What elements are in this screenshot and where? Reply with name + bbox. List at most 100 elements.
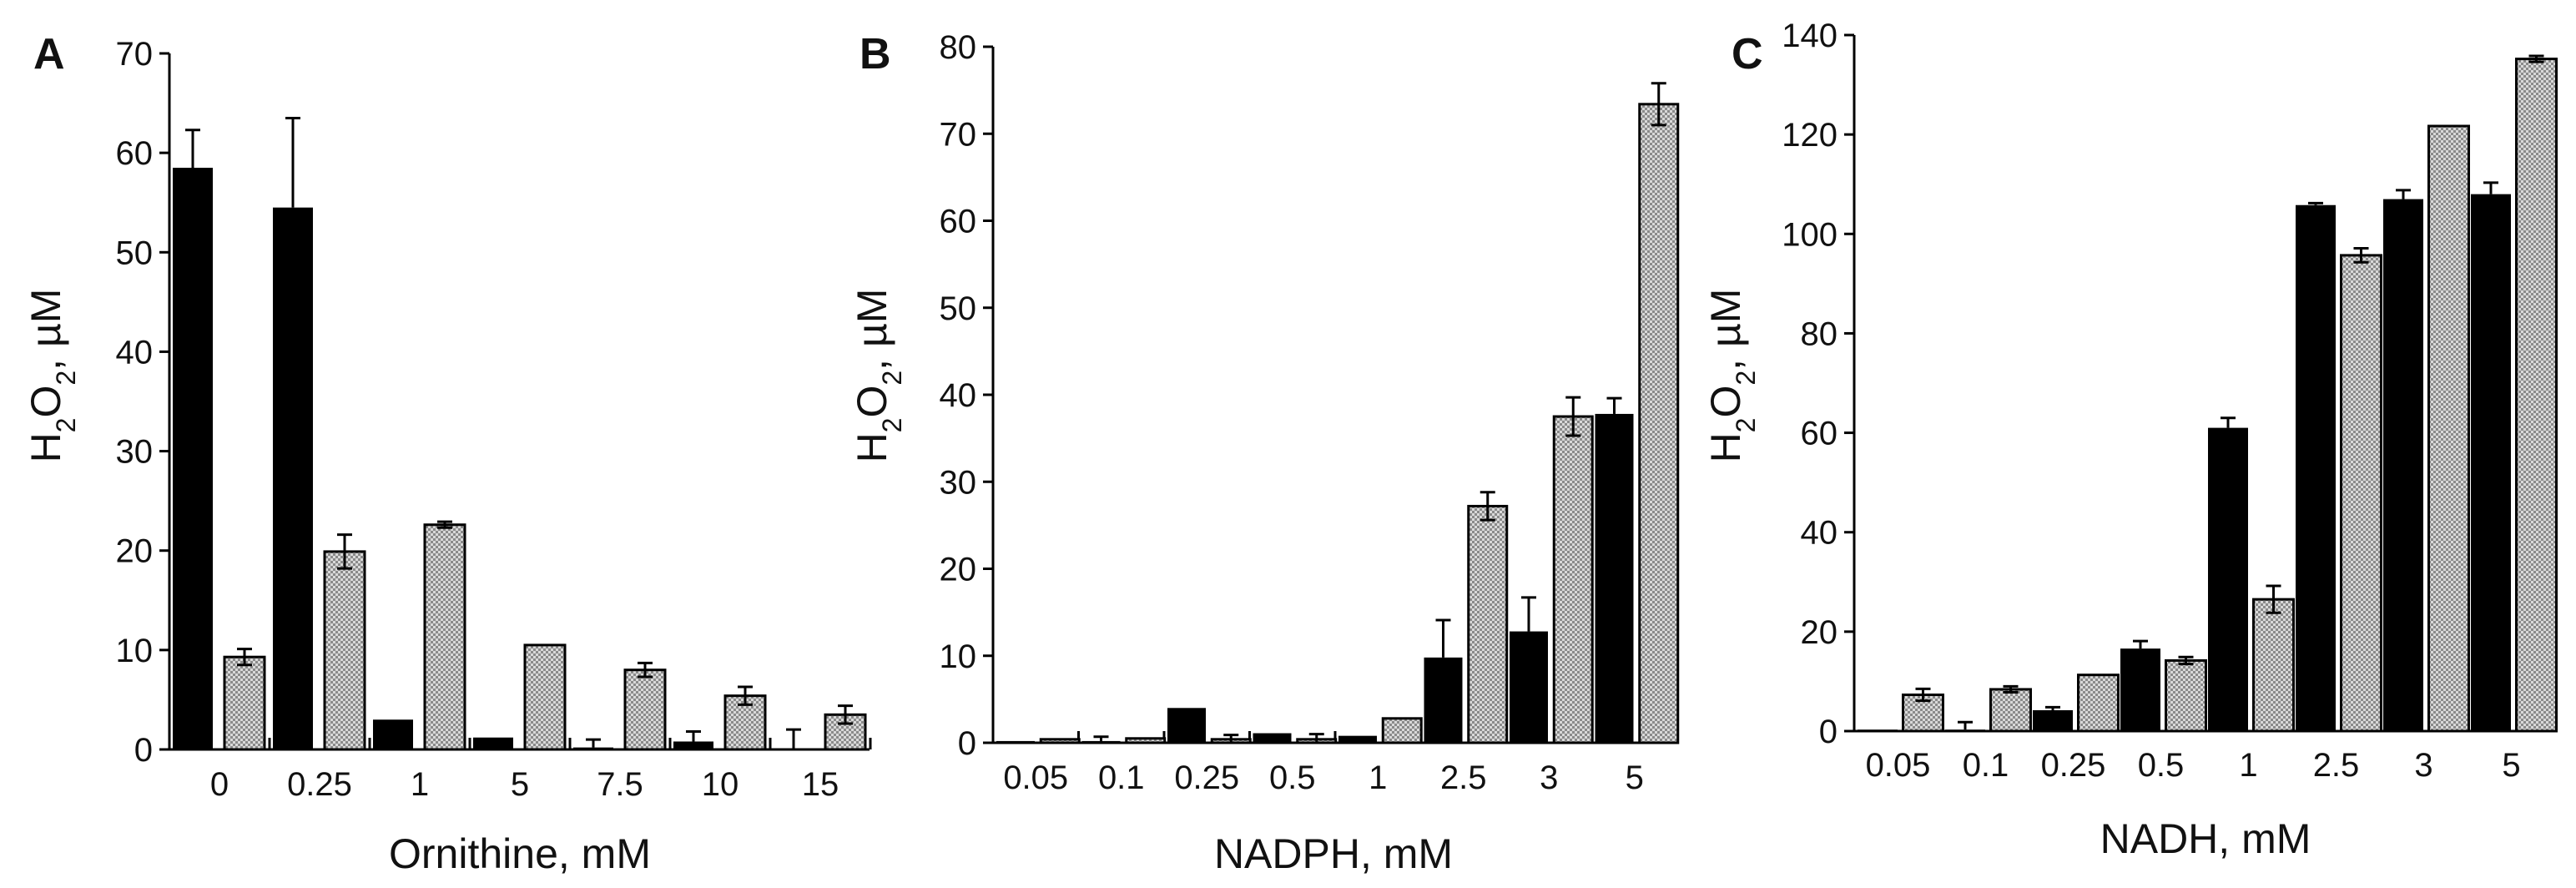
x-tick-label: 15 bbox=[802, 766, 839, 803]
x-tick-label: 0.05 bbox=[1003, 759, 1068, 796]
panel-letter-c: C bbox=[1732, 30, 1763, 78]
bar-hatched bbox=[2252, 598, 2295, 733]
x-tick-label: 0.25 bbox=[287, 766, 352, 803]
bar-solid bbox=[2296, 204, 2336, 732]
bar-hatched bbox=[1467, 504, 1509, 744]
x-tick-label: 5 bbox=[511, 766, 529, 803]
y-tick-label: 20 bbox=[1801, 614, 1838, 651]
bar-solid bbox=[2208, 427, 2248, 731]
y-tick-label: 30 bbox=[116, 434, 154, 471]
x-axis-title-b: NADPH, mM bbox=[1214, 830, 1453, 877]
x-tick-label: 1 bbox=[2239, 747, 2257, 784]
bar-solid bbox=[2033, 709, 2073, 731]
y-tick-label: 140 bbox=[1782, 18, 1837, 54]
y-tick-label: 40 bbox=[1801, 515, 1838, 552]
y-tick-label: 40 bbox=[116, 334, 154, 371]
bar-solid bbox=[1424, 657, 1463, 743]
y-tick-label: 20 bbox=[116, 533, 154, 570]
y-tick-label: 100 bbox=[1782, 216, 1837, 253]
y-tick-label: 60 bbox=[940, 204, 977, 240]
y-tick-label: 20 bbox=[940, 552, 977, 588]
y-tick-label: 80 bbox=[940, 29, 977, 66]
bar-hatched bbox=[623, 669, 667, 751]
x-tick-label: 5 bbox=[1626, 759, 1644, 796]
y-axis-title-a: H2O2, µM bbox=[23, 289, 81, 463]
y-axis-title-b: H2O2, µM bbox=[849, 289, 907, 463]
bar-solid bbox=[1510, 631, 1548, 743]
x-tick-label: 0.25 bbox=[1174, 759, 1239, 796]
bar-hatched bbox=[1638, 103, 1680, 744]
panel-c: C H2O2, µM NADH, mM 0 20 40 60 80 100 120 140 0.… bbox=[1702, 18, 2558, 862]
x-tick-label: 1 bbox=[411, 766, 429, 803]
bar-hatched bbox=[1125, 737, 1167, 744]
x-tick-label: 1 bbox=[1369, 759, 1387, 796]
bar-solid bbox=[173, 168, 213, 749]
bar-solid bbox=[2471, 194, 2511, 732]
bar-solid bbox=[996, 740, 1035, 743]
panel-b: B H2O2, µM NADPH, mM 0 10 20 30 40 50 60 70 80 0.… bbox=[849, 29, 1680, 877]
bar-hatched bbox=[1039, 738, 1081, 744]
y-tick-label: 0 bbox=[1819, 714, 1837, 750]
x-tick-label: 0.5 bbox=[2138, 747, 2185, 784]
bar-solid bbox=[1167, 708, 1206, 743]
bar-hatched bbox=[2427, 124, 2470, 733]
svg-text:H2O2, µM: H2O2, µM bbox=[849, 289, 907, 463]
y-tick-label: 120 bbox=[1782, 117, 1837, 154]
bar-solid bbox=[2383, 199, 2423, 732]
y-tick-label: 0 bbox=[134, 732, 153, 769]
x-tick-label: 2.5 bbox=[1440, 759, 1487, 796]
bar-solid bbox=[573, 747, 613, 749]
bar-hatched bbox=[1381, 717, 1423, 744]
x-tick-label: 3 bbox=[1540, 759, 1558, 796]
bar-hatched bbox=[523, 643, 567, 751]
x-tick-label: 0.05 bbox=[1866, 747, 1931, 784]
bar-solid bbox=[1945, 729, 1985, 731]
x-tick-label: 0.25 bbox=[2041, 747, 2106, 784]
y-tick-label: 80 bbox=[1801, 315, 1838, 352]
bar-hatched bbox=[2515, 58, 2558, 733]
bar-hatched bbox=[223, 655, 266, 751]
plot-area-b: 0 10 20 30 40 50 60 70 80 0.05 0.1 0.25 0.5 1 2.5 3 5 bbox=[940, 29, 1680, 796]
x-tick-label: 5 bbox=[2502, 747, 2520, 784]
panel-letter-a: A bbox=[33, 30, 65, 78]
y-axis-title-c: H2O2, µM bbox=[1702, 289, 1761, 463]
y-tick-label: 50 bbox=[940, 290, 977, 327]
y-tick-label: 50 bbox=[116, 235, 154, 271]
y-tick-label: 60 bbox=[116, 135, 154, 172]
svg-text:H2O2, µM: H2O2, µM bbox=[23, 289, 81, 463]
x-axis-title-c: NADH, mM bbox=[2100, 815, 2311, 862]
bar-solid bbox=[1081, 740, 1121, 743]
y-tick-label: 40 bbox=[940, 377, 977, 414]
x-tick-label: 10 bbox=[702, 766, 739, 803]
plot-area-c: 0 20 40 60 80 100 120 140 0.05 0.1 0.25 0.5 1 2.5 3 5 bbox=[1782, 18, 2558, 784]
y-tick-label: 0 bbox=[958, 725, 976, 762]
bar-solid bbox=[1595, 413, 1634, 743]
bar-solid bbox=[1253, 733, 1292, 743]
bar-hatched bbox=[2077, 674, 2120, 733]
bar-solid bbox=[1338, 735, 1377, 743]
bar-hatched bbox=[423, 523, 466, 751]
x-tick-label: 0.1 bbox=[1963, 747, 2009, 784]
x-tick-label: 7.5 bbox=[597, 766, 643, 803]
bar-solid bbox=[473, 737, 513, 749]
bar-hatched bbox=[323, 550, 366, 751]
x-axis-title-a: Ornithine, mM bbox=[389, 830, 651, 877]
y-tick-label: 70 bbox=[116, 36, 154, 73]
bar-solid bbox=[673, 741, 713, 749]
bar-hatched bbox=[1552, 415, 1594, 744]
x-tick-label: 0.5 bbox=[1269, 759, 1316, 796]
y-tick-label: 60 bbox=[1801, 416, 1838, 452]
y-tick-label: 30 bbox=[940, 464, 977, 501]
y-tick-label: 10 bbox=[940, 638, 977, 675]
bar-solid bbox=[273, 207, 313, 749]
y-tick-label: 70 bbox=[940, 116, 977, 153]
x-tick-label: 3 bbox=[2414, 747, 2432, 784]
svg-text:H2O2, µM: H2O2, µM bbox=[1702, 289, 1761, 463]
x-tick-label: 2.5 bbox=[2313, 747, 2360, 784]
bar-solid bbox=[2120, 648, 2160, 731]
panel-letter-b: B bbox=[860, 30, 891, 78]
bar-hatched bbox=[1989, 688, 2032, 733]
bar-hatched bbox=[2340, 254, 2382, 733]
